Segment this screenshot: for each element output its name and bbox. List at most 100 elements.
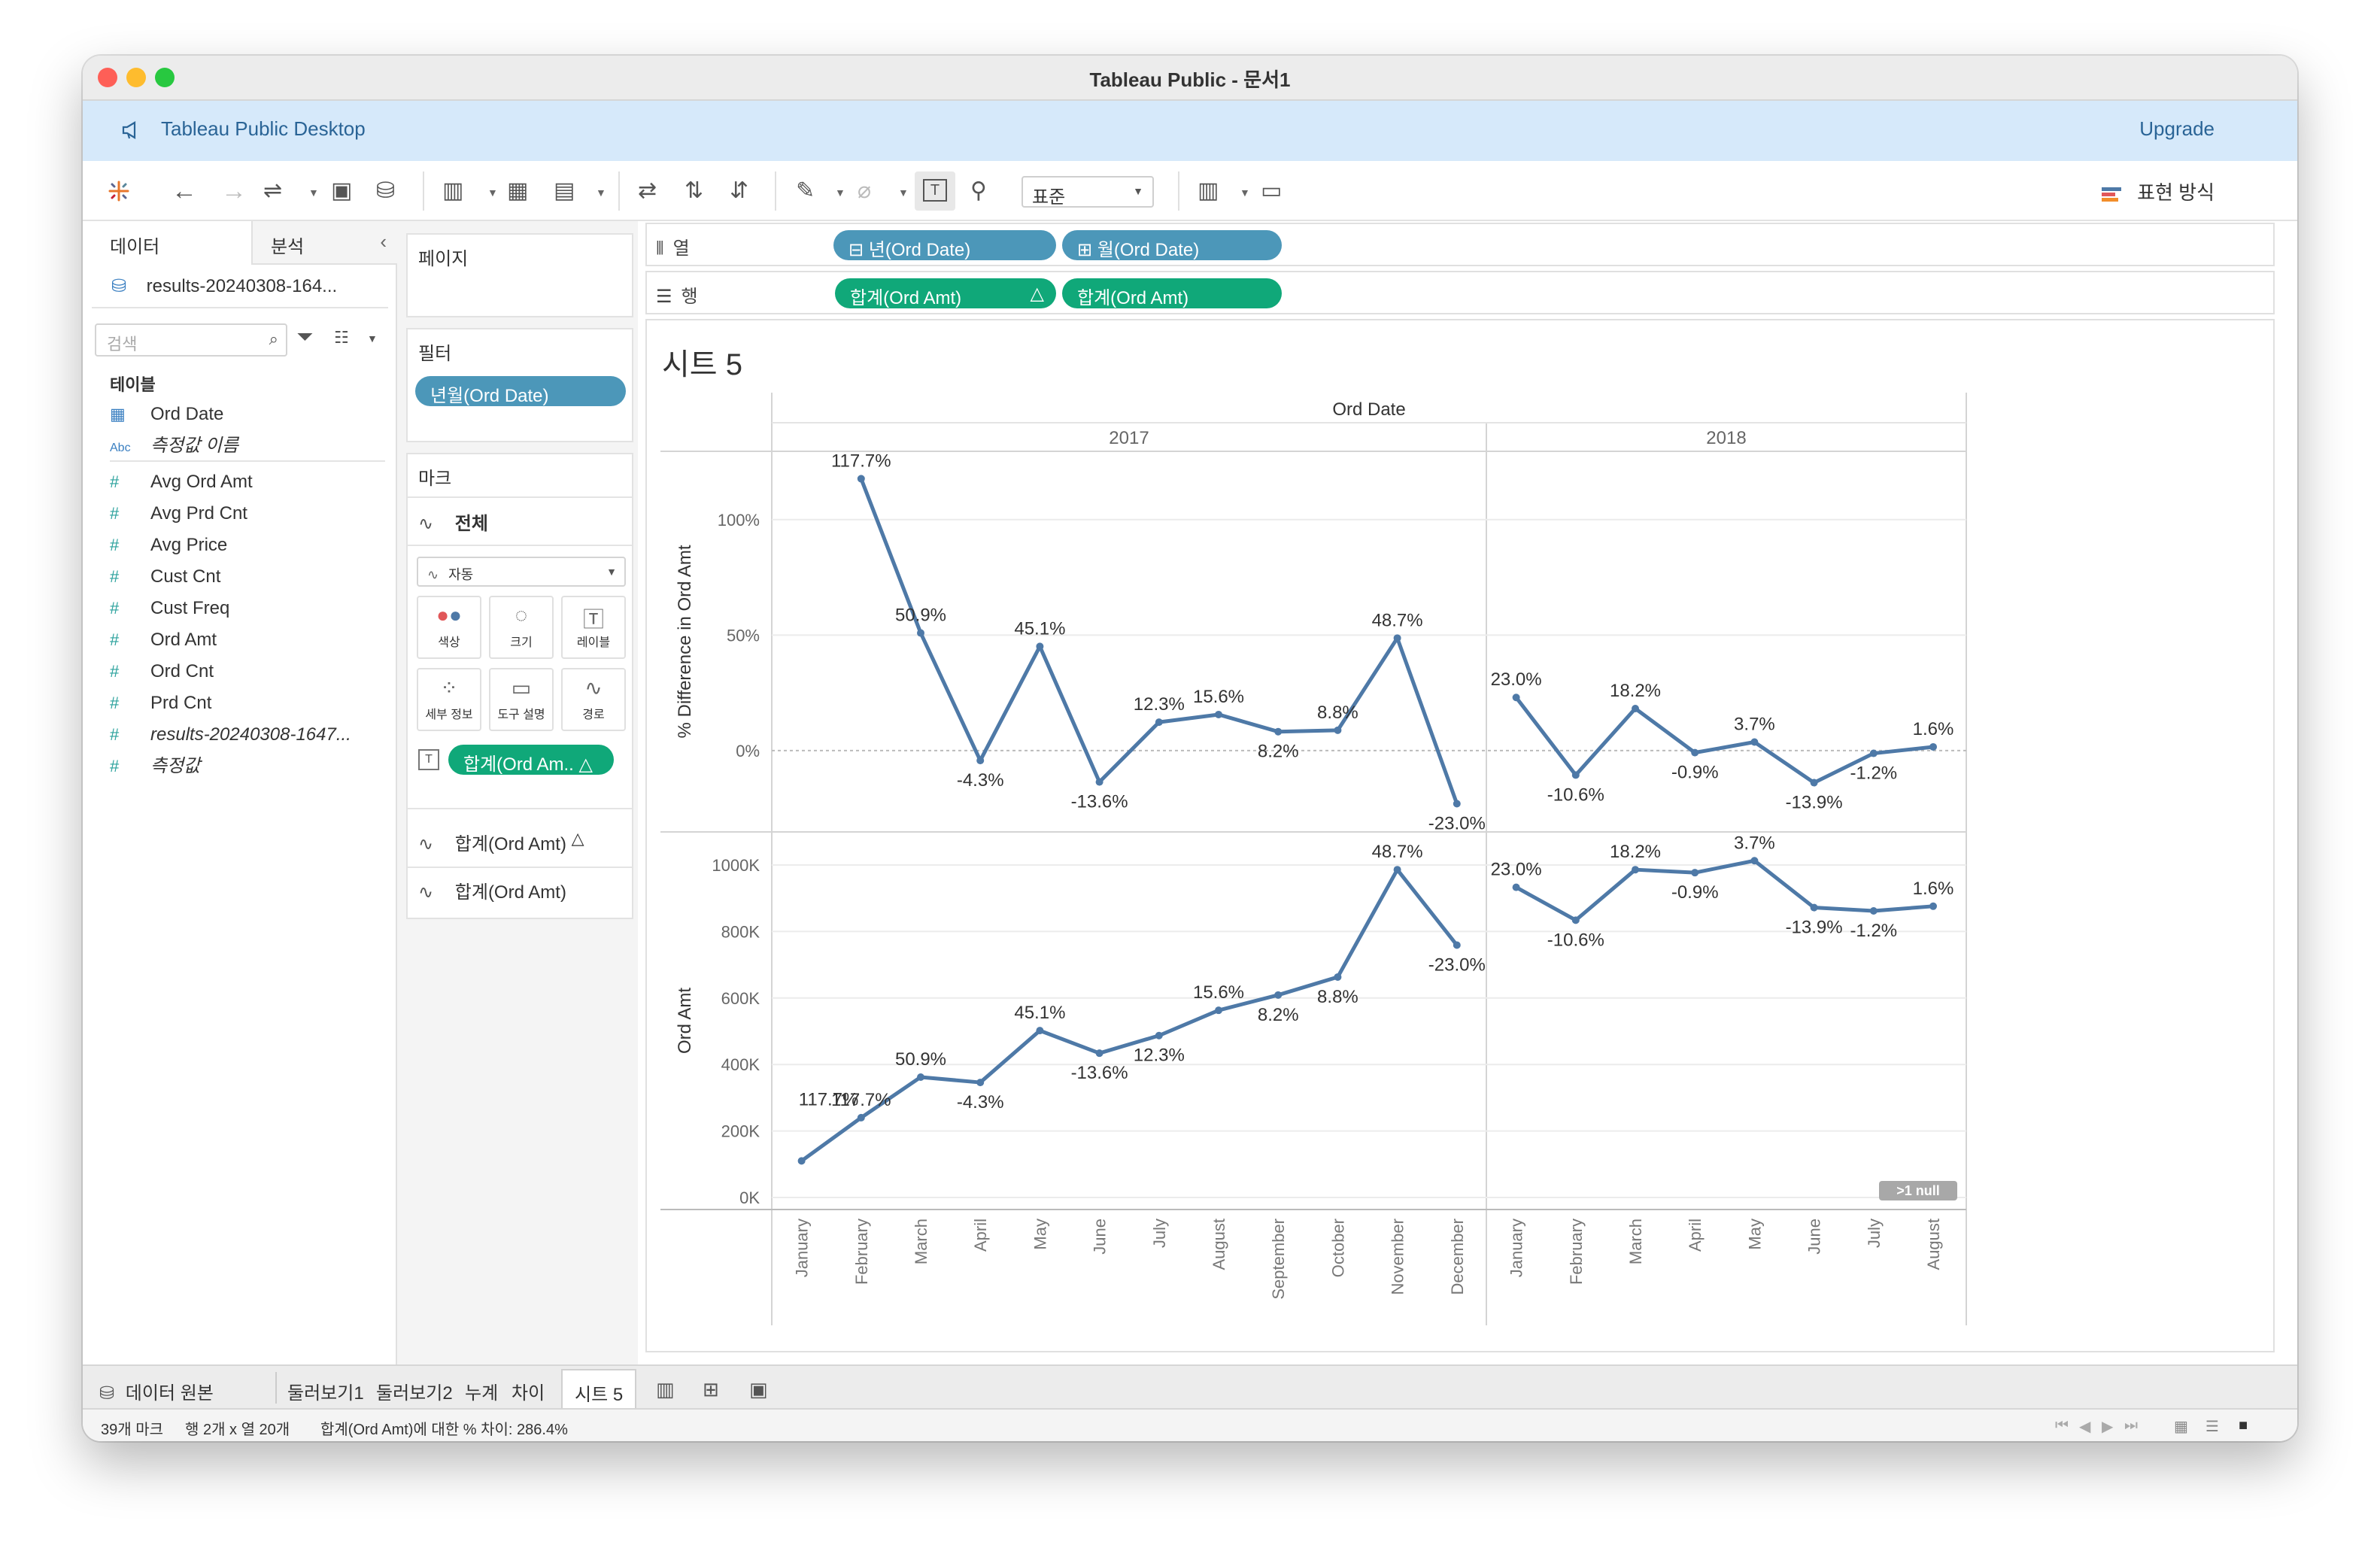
data-label: 18.2% xyxy=(1610,681,1661,701)
field-item[interactable]: # Ord Cnt xyxy=(110,659,214,684)
clear-sheet-icon[interactable]: ▤ xyxy=(554,178,575,203)
new-dashboard-icon[interactable]: ⊞ xyxy=(703,1378,719,1401)
pin-icon[interactable]: ⚲ xyxy=(970,178,987,203)
tab-sheet[interactable]: 누계 xyxy=(465,1383,499,1404)
filmstrip-view-icon[interactable]: ■ xyxy=(2239,1417,2248,1434)
show-mark-labels-button[interactable]: T xyxy=(915,171,955,211)
color-button[interactable]: ●● 색상 xyxy=(417,596,481,659)
chevron-down-icon[interactable]: ▼ xyxy=(1240,187,1250,199)
field-item[interactable]: # Ord Amt xyxy=(110,627,217,653)
marks-all-row[interactable]: ∿ 전체 xyxy=(418,508,488,535)
mark-type-dropdown[interactable]: ∿ 자동 ▼ xyxy=(417,557,626,587)
pct-2017-line xyxy=(859,478,1459,805)
filter-icon[interactable]: ⏷ xyxy=(296,325,314,348)
next-page-icon[interactable]: ▶ xyxy=(2102,1419,2114,1435)
view-list-icon[interactable]: ☷ xyxy=(334,328,349,347)
sort-descending-icon[interactable]: ⇵ xyxy=(730,178,749,203)
maximize-window-button[interactable] xyxy=(155,68,175,87)
tableau-logo-icon[interactable] xyxy=(105,178,132,205)
tab-sheet[interactable]: 둘러보기1 xyxy=(287,1383,364,1404)
chevron-down-icon[interactable]: ▼ xyxy=(487,187,498,199)
path-button[interactable]: ∿ 경로 xyxy=(561,668,626,731)
field-item[interactable]: # Avg Price xyxy=(110,533,227,558)
size-button[interactable]: ◌ 크기 xyxy=(489,596,554,659)
x-tick-label: May xyxy=(1031,1219,1049,1250)
tab-sheet-active[interactable]: 시트 5 xyxy=(561,1369,637,1410)
sort-ascending-icon[interactable]: ⇅ xyxy=(685,178,704,203)
new-worksheet-icon[interactable]: ▥ xyxy=(656,1378,675,1401)
field-item[interactable]: # Avg Prd Cnt xyxy=(110,501,247,527)
presentation-mode-icon[interactable]: ▭ xyxy=(1261,178,1283,203)
field-item[interactable]: # Cust Cnt xyxy=(110,564,220,590)
first-page-icon[interactable]: ⏮ xyxy=(2055,1417,2069,1434)
upgrade-link[interactable]: Upgrade xyxy=(2139,117,2215,140)
label-button[interactable]: 🅃 레이블 xyxy=(561,596,626,659)
measure-1-row[interactable]: ∿ 합계(Ord Amt) △ xyxy=(418,829,584,855)
duplicate-sheet-icon[interactable]: ▦ xyxy=(507,178,529,203)
minimize-window-button[interactable] xyxy=(126,68,146,87)
chevron-down-icon[interactable]: ▼ xyxy=(835,187,845,199)
data-label: -10.6% xyxy=(1547,785,1604,805)
filters-card[interactable]: 필터 년월(Ord Date) xyxy=(406,328,633,442)
forward-icon[interactable]: → xyxy=(221,177,247,205)
rows-pill-amount[interactable]: 합계(Ord Amt) xyxy=(1062,278,1282,308)
data-label: 8.8% xyxy=(1317,703,1358,723)
tab-data[interactable]: 데이터 xyxy=(83,221,251,265)
label-measure-pill[interactable]: 합계(Ord Am.. △ xyxy=(448,745,614,775)
field-item[interactable]: # Cust Freq xyxy=(110,596,229,621)
pages-card[interactable]: 페이지 xyxy=(406,233,633,317)
hash-icon: # xyxy=(110,662,120,681)
field-item[interactable]: Abc 측정값 이름 xyxy=(110,433,238,459)
swap-rows-columns-icon[interactable]: ⇄ xyxy=(638,178,657,203)
show-me-button[interactable]: 표현 방식 xyxy=(2101,178,2215,205)
highlight-icon[interactable]: ✎ xyxy=(796,178,815,203)
tab-analysis[interactable]: 분석 ‹ xyxy=(251,221,397,265)
detail-button[interactable]: ⁘ 세부 정보 xyxy=(417,668,481,731)
chevron-down-icon[interactable]: ▼ xyxy=(898,187,909,199)
redo-run-icon[interactable]: ⇌ xyxy=(263,178,283,203)
new-sheet-icon[interactable]: ▥ xyxy=(442,178,464,203)
add-datasource-icon[interactable]: ⛁ xyxy=(376,178,396,203)
field-item[interactable]: # Prd Cnt xyxy=(110,691,211,716)
new-story-icon[interactable]: ▣ xyxy=(749,1378,768,1401)
group-members-icon[interactable]: ⌀ xyxy=(858,178,872,203)
line-chart[interactable]: Ord Date 2017 2018 100% 50% 0% 1000K 800K 600K 40… xyxy=(647,320,2273,1351)
delta-icon: △ xyxy=(571,829,584,848)
chevron-down-icon[interactable]: ▼ xyxy=(308,187,319,199)
hash-icon: # xyxy=(110,599,120,618)
datasource-item[interactable]: ⛁ results-20240308-164... xyxy=(111,275,337,297)
search-input[interactable]: 검색 ⌕ xyxy=(95,323,287,357)
last-page-icon[interactable]: ⏭ xyxy=(2124,1417,2138,1434)
data-label: -1.2% xyxy=(1850,921,1897,941)
field-name: Cust Freq xyxy=(150,598,230,618)
datasource-icon: ⛁ xyxy=(99,1383,115,1404)
field-item[interactable]: ▦ Ord Date xyxy=(110,402,223,427)
list-view-icon[interactable]: ☰ xyxy=(2205,1419,2219,1435)
close-window-button[interactable] xyxy=(98,68,117,87)
columns-pill-year[interactable]: ⊟ 년(Ord Date) xyxy=(833,230,1056,260)
tab-sheet[interactable]: 차이 xyxy=(512,1383,545,1404)
rows-pill-pct-diff[interactable]: 합계(Ord Amt) △ xyxy=(835,278,1056,308)
tab-datasource[interactable]: ⛁ 데이터 원본 xyxy=(92,1373,221,1404)
columns-pill-month[interactable]: ⊞ 월(Ord Date) xyxy=(1062,230,1282,260)
tab-sheet[interactable]: 둘러보기2 xyxy=(376,1383,453,1404)
tooltip-button[interactable]: ▭ 도구 설명 xyxy=(489,668,554,731)
columns-shelf[interactable]: ⦀ 열 ⊟ 년(Ord Date) ⊞ 월(Ord Date) xyxy=(645,223,2275,266)
prev-page-icon[interactable]: ◀ xyxy=(2079,1419,2091,1435)
chevron-down-icon[interactable]: ▼ xyxy=(367,332,378,344)
collapse-pane-icon[interactable]: ‹ xyxy=(380,230,387,253)
field-item[interactable]: # 측정값 xyxy=(110,754,200,779)
field-item[interactable]: # Avg Ord Amt xyxy=(110,469,253,495)
save-icon[interactable]: ▣ xyxy=(331,178,353,203)
chevron-down-icon[interactable]: ▼ xyxy=(596,187,606,199)
field-item[interactable]: # results-20240308-1647... xyxy=(110,722,351,748)
fit-dropdown[interactable]: 표준 ▼ xyxy=(1022,176,1154,208)
show-cards-icon[interactable]: ▥ xyxy=(1198,178,1219,203)
filter-pill-year-month[interactable]: 년월(Ord Date) xyxy=(415,376,626,406)
y-tick-label: 200K xyxy=(721,1122,760,1141)
grid-view-icon[interactable]: ▦ xyxy=(2174,1419,2188,1435)
measure-1-label: 합계(Ord Amt) xyxy=(454,834,566,854)
rows-shelf[interactable]: ☰ 행 합계(Ord Amt) △ 합계(Ord Amt) xyxy=(645,271,2275,314)
back-icon[interactable]: ← xyxy=(172,177,197,205)
measure-2-row[interactable]: ∿ 합계(Ord Amt) xyxy=(418,877,566,903)
